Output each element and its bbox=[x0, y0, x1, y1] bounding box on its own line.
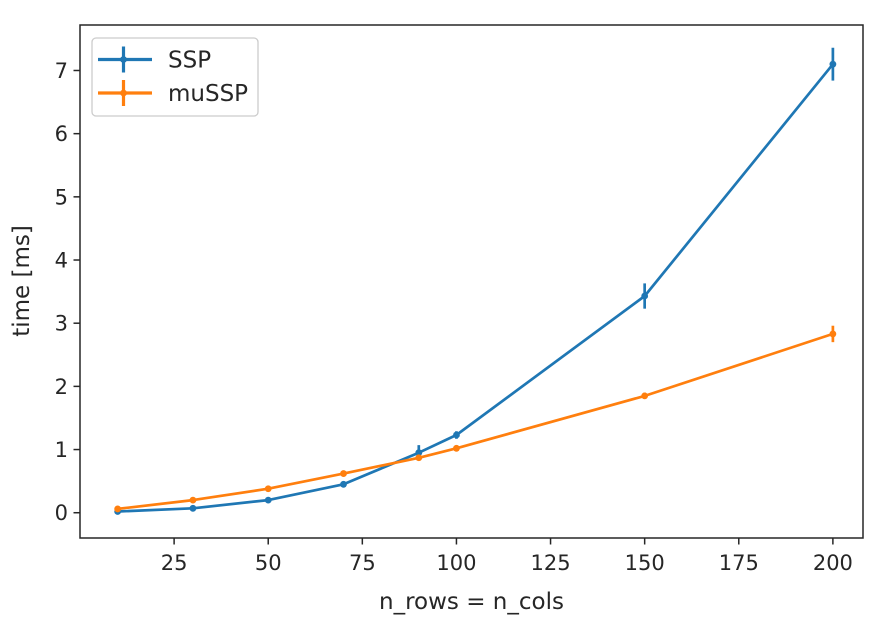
legend-box bbox=[91, 37, 259, 117]
data-point-muSSP bbox=[189, 496, 197, 504]
data-point-muSSP bbox=[641, 392, 649, 400]
y-axis-label: time [ms] bbox=[9, 225, 35, 337]
x-axis-tick-label: 100 bbox=[436, 551, 476, 575]
data-point-SSP bbox=[340, 480, 347, 488]
y-axis-tick-label: 2 bbox=[55, 375, 68, 399]
y-axis-tick-label: 6 bbox=[55, 122, 68, 146]
data-point-muSSP bbox=[829, 330, 837, 338]
y-axis-tick-label: 7 bbox=[55, 59, 68, 83]
data-point-muSSP bbox=[114, 505, 122, 513]
data-point-muSSP bbox=[264, 485, 272, 493]
data-point-SSP bbox=[453, 431, 460, 439]
y-axis-tick-label: 1 bbox=[55, 438, 68, 462]
x-axis-tick-label: 125 bbox=[531, 551, 571, 575]
data-point-SSP bbox=[264, 496, 272, 504]
y-axis-tick-label: 3 bbox=[55, 312, 68, 336]
series-line-muSSP bbox=[116, 332, 835, 511]
data-point-muSSP bbox=[340, 470, 347, 477]
x-axis-tick-label: 75 bbox=[349, 551, 376, 575]
y-axis-tick-label: 0 bbox=[55, 501, 68, 525]
legend-label: muSSP bbox=[168, 81, 248, 107]
data-point-muSSP bbox=[415, 454, 423, 462]
y-axis-tick-label: 5 bbox=[55, 185, 68, 209]
data-point-SSP bbox=[189, 504, 197, 512]
legend-label: SSP bbox=[168, 48, 211, 74]
data-point-muSSP bbox=[453, 444, 460, 452]
x-axis-tick-label: 200 bbox=[813, 551, 853, 575]
legend-handle-marker bbox=[120, 56, 127, 63]
x-axis-tick-label: 175 bbox=[719, 551, 759, 575]
data-point-SSP bbox=[641, 292, 649, 300]
y-axis-tick-label: 4 bbox=[55, 249, 68, 273]
x-axis-tick-label: 25 bbox=[161, 551, 188, 575]
x-axis-tick-label: 150 bbox=[625, 551, 665, 575]
data-point-SSP bbox=[829, 60, 837, 68]
data-point-SSP bbox=[415, 449, 423, 457]
x-axis-label: n_rows = n_cols bbox=[379, 589, 564, 615]
series-line-SSP bbox=[116, 62, 835, 513]
legend-handle-marker bbox=[120, 89, 127, 97]
x-axis-tick-label: 50 bbox=[255, 551, 282, 575]
